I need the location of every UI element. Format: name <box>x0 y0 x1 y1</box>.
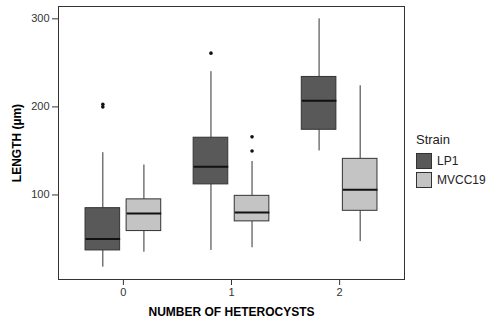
svg-text:LENGTH (µm): LENGTH (µm) <box>10 104 24 182</box>
svg-text:300: 300 <box>31 12 49 24</box>
html-text:Strain: Strain <box>416 132 450 147</box>
svg-text:2: 2 <box>337 286 343 298</box>
svg-text:100: 100 <box>31 188 49 200</box>
svg-text:0: 0 <box>120 286 126 298</box>
html-text:MVCC19: MVCC19 <box>437 173 486 187</box>
svg-text:NUMBER OF HETEROCYSTS: NUMBER OF HETEROCYSTS <box>148 305 314 319</box>
svg-text:200: 200 <box>31 100 49 112</box>
html-text:LP1: LP1 <box>437 154 459 168</box>
svg-text:1: 1 <box>228 286 234 298</box>
